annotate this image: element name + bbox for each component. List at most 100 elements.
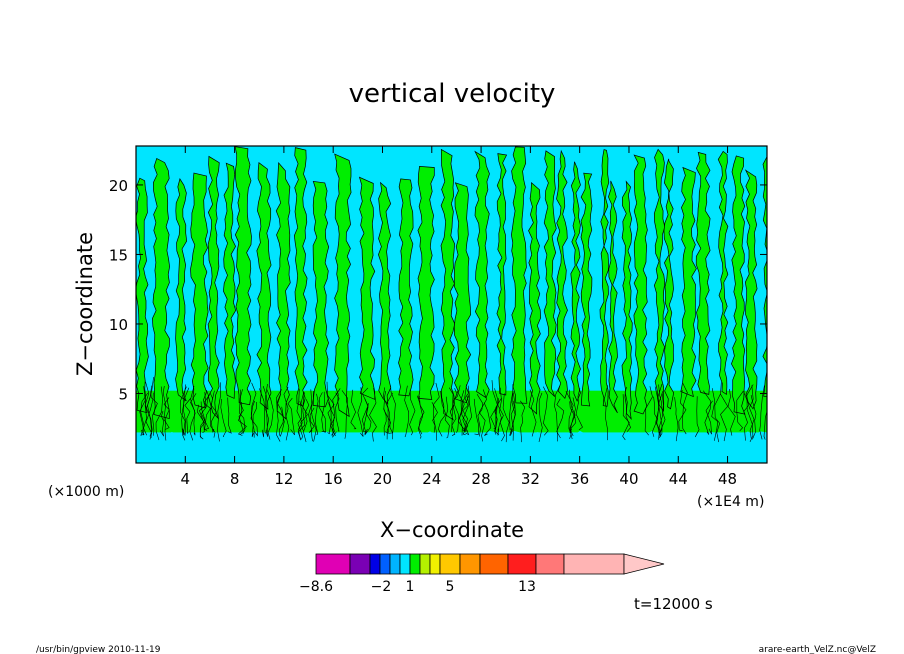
contour-line — [303, 399, 310, 443]
colorbar-label: 1 — [406, 579, 415, 595]
contour-line — [250, 382, 257, 438]
colorbar-segment — [349, 553, 371, 575]
updraft-plume — [398, 178, 414, 397]
updraft-plume — [599, 149, 610, 407]
updraft-plume — [234, 146, 252, 406]
contour-line — [575, 388, 583, 431]
footer-left: /usr/bin/gpview 2010-11-19 — [36, 645, 161, 654]
updraft-plume — [744, 169, 758, 410]
contour-line — [404, 385, 410, 437]
contour-line — [146, 385, 153, 437]
contour-line — [203, 394, 211, 431]
contour-line — [461, 393, 469, 436]
contour-line — [278, 406, 284, 437]
contour-line — [332, 388, 341, 438]
time-label: t=12000 s — [634, 595, 713, 613]
contour-line — [357, 387, 364, 437]
contour-line — [140, 392, 149, 436]
colorbar-segment — [479, 553, 509, 575]
contour-line — [276, 393, 285, 437]
contour-line — [763, 410, 767, 440]
contour-line — [452, 388, 460, 433]
updraft-plume — [152, 158, 170, 420]
contour-line — [369, 387, 377, 442]
contour-line — [283, 386, 290, 441]
contour-line — [743, 391, 750, 441]
y-tick-label: 5 — [118, 385, 128, 403]
contour-line — [556, 398, 565, 439]
contour-line — [162, 386, 170, 430]
contour-line — [720, 382, 729, 442]
contour-line — [603, 385, 608, 441]
contour-line — [326, 381, 332, 435]
contour-line — [622, 394, 630, 441]
colorbar-segment — [507, 553, 537, 575]
contour-line — [217, 382, 221, 442]
contour-line — [502, 393, 510, 443]
updraft-plume — [312, 180, 330, 408]
contour-line — [409, 389, 416, 436]
velocity-field — [136, 146, 767, 463]
contour-line — [431, 401, 438, 433]
contour-line — [457, 390, 466, 432]
contour-line — [308, 389, 313, 442]
contour-line — [520, 400, 526, 443]
x-tick-label: 44 — [669, 470, 688, 488]
updraft-plume — [256, 162, 272, 410]
contour-line — [143, 381, 150, 436]
contour-line — [199, 401, 206, 440]
contour-line — [494, 406, 498, 435]
updraft-plume — [680, 166, 697, 398]
updraft-plume — [440, 148, 456, 421]
contour-line — [711, 388, 719, 441]
updraft-plume — [570, 161, 581, 402]
contour-line — [150, 391, 158, 436]
contour-line — [296, 388, 303, 441]
updraft-plume — [358, 176, 376, 400]
contour-line — [652, 396, 658, 437]
x-tick-label: 8 — [230, 470, 240, 488]
y-tick-label: 10 — [109, 316, 128, 334]
x-tick-label: 4 — [181, 470, 191, 488]
colorbar-segment — [563, 553, 625, 575]
contour-line — [314, 393, 319, 435]
x-axis: 4 8 12 16 20 24 28 32 36 40 44 48 — [181, 146, 737, 488]
contour-line — [529, 389, 537, 437]
contour-line — [220, 398, 227, 437]
x-tick-label: 16 — [324, 470, 343, 488]
contour-line — [759, 385, 765, 440]
contour-line — [678, 389, 687, 432]
colorbar-label: 5 — [446, 579, 455, 595]
contour-line — [318, 392, 327, 433]
contour-line — [259, 388, 266, 438]
y-tick-label: 15 — [109, 246, 128, 264]
colorbar-segment — [459, 553, 481, 575]
colorbar: −8.6 −2 1 5 13 — [299, 553, 665, 595]
contour-line — [276, 389, 282, 442]
colorbar-segment — [429, 553, 441, 575]
contour-line — [179, 386, 187, 436]
contour-line — [335, 392, 340, 432]
colorbar-segment — [419, 553, 431, 575]
contour-line — [363, 398, 369, 433]
contour-line — [350, 389, 357, 430]
contour-line — [189, 385, 196, 441]
updraft-plume — [378, 181, 392, 405]
contour-line — [210, 390, 217, 433]
contour-line — [727, 389, 736, 436]
contour-line — [418, 395, 425, 435]
contour-line — [163, 397, 170, 441]
updraft-plume — [621, 180, 633, 421]
colorbar-label: −8.6 — [299, 579, 333, 595]
contour-line — [714, 393, 721, 443]
contour-line — [703, 390, 711, 435]
contour-line — [565, 390, 574, 439]
colorbar-segment — [379, 553, 391, 575]
updraft-plume — [717, 150, 729, 396]
contour-line — [250, 400, 258, 437]
x-tick-label: 32 — [521, 470, 540, 488]
contour-line — [457, 385, 465, 436]
contour-line — [341, 390, 349, 439]
contour-line — [262, 386, 270, 434]
colorbar-segment — [535, 553, 565, 575]
